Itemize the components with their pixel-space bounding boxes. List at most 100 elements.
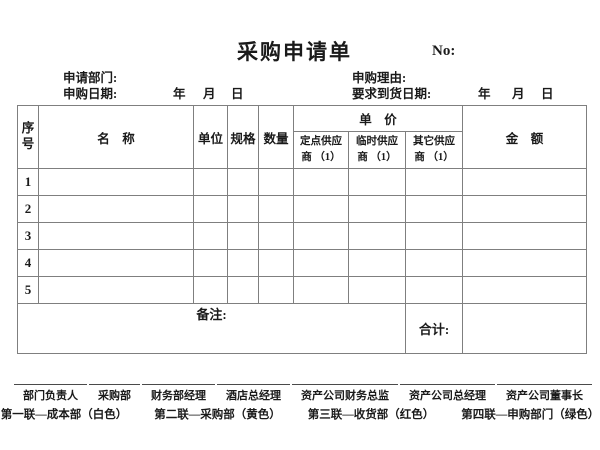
- table-header-row-suppliers: 定点供应 商 （1） 临时供应 商 （1） 其它供应 商 （1）: [18, 131, 587, 169]
- col-header-spec: 规格: [227, 105, 259, 169]
- items-table: 序 号 名 称 单位 规格 数量 单 价 金 额 定点供应 商 （1） 临时供应…: [17, 105, 588, 354]
- cell-unit[interactable]: [193, 168, 228, 196]
- supplier-other-line2: 商 （1）: [414, 152, 454, 163]
- cell-amount[interactable]: [462, 195, 588, 223]
- required-delivery-label: 要求到货日期:: [352, 87, 432, 101]
- col-header-name: 名 称: [38, 105, 194, 169]
- copy-second-yellow: 第二联—采购部（黄色）: [154, 409, 281, 421]
- table-header-row-main: 序 号 名 称 单位 规格 数量 单 价 金 额: [17, 105, 588, 169]
- table-row: 1: [17, 168, 588, 196]
- cell-qty[interactable]: [258, 276, 294, 304]
- cell-qty[interactable]: [258, 249, 294, 277]
- form-number-label: No:: [432, 43, 456, 59]
- signature-finance-manager: 财务部经理: [142, 384, 215, 403]
- col-header-supplier-other: 其它供应 商 （1）: [404, 131, 464, 169]
- cell-unit[interactable]: [193, 249, 228, 277]
- col-header-supplier-temp: 临时供应 商 （1）: [348, 131, 406, 169]
- row-seq: 2: [17, 195, 39, 223]
- cell-name[interactable]: [38, 195, 194, 223]
- cell-name[interactable]: [38, 168, 194, 196]
- purchase-date-day-label: 日: [231, 87, 244, 101]
- delivery-year-label: 年: [478, 87, 491, 101]
- col-header-seq-line1: 序: [21, 121, 35, 136]
- row-seq: 1: [17, 168, 39, 196]
- supplier-temp-line1: 临时供应: [356, 135, 398, 147]
- cell-qty[interactable]: [258, 195, 294, 223]
- cell-price-other[interactable]: [404, 276, 464, 304]
- cell-price-temp[interactable]: [348, 222, 406, 250]
- col-header-amount: 金 额: [462, 105, 588, 169]
- cell-unit[interactable]: [193, 195, 228, 223]
- table-row: 4: [17, 249, 588, 277]
- total-label: 合计:: [404, 303, 464, 354]
- total-value-cell[interactable]: [462, 303, 588, 354]
- copy-distribution-row: 第一联—成本部（白色） 第二联—采购部（黄色） 第三联—收货部（红色） 第四联—…: [0, 406, 600, 422]
- cell-price-temp[interactable]: [348, 168, 406, 196]
- col-header-unit-price: 单 价: [292, 105, 464, 132]
- cell-spec[interactable]: [227, 195, 259, 223]
- cell-name[interactable]: [38, 276, 194, 304]
- supplier-temp-line2: 商 （1）: [357, 152, 397, 163]
- cell-price-fixed[interactable]: [293, 276, 349, 304]
- cell-amount[interactable]: [462, 168, 588, 196]
- row-seq: 4: [17, 249, 39, 277]
- purchase-date-month-label: 月: [203, 87, 216, 101]
- purchase-date-year-label: 年: [173, 87, 186, 101]
- row-seq: 3: [17, 222, 39, 250]
- form-title: 采购申请单: [237, 41, 352, 64]
- signature-hotel-gm: 酒店总经理: [217, 384, 290, 403]
- cell-amount[interactable]: [462, 249, 588, 277]
- supplier-other-line1: 其它供应: [413, 135, 456, 147]
- cell-spec[interactable]: [227, 168, 259, 196]
- cell-name[interactable]: [38, 249, 194, 277]
- cell-unit[interactable]: [193, 222, 228, 250]
- col-header-seq: 序 号: [17, 105, 39, 169]
- signature-asset-chairman: 资产公司董事长: [497, 384, 592, 403]
- cell-price-other[interactable]: [404, 168, 464, 196]
- cell-spec[interactable]: [227, 222, 259, 250]
- cell-amount[interactable]: [462, 276, 588, 304]
- cell-price-temp[interactable]: [348, 195, 406, 223]
- cell-qty[interactable]: [258, 168, 294, 196]
- cell-price-fixed[interactable]: [293, 222, 349, 250]
- table-row: 2: [17, 195, 588, 223]
- cell-spec[interactable]: [227, 249, 259, 277]
- col-header-seq-line2: 号: [21, 137, 35, 151]
- cell-price-fixed[interactable]: [293, 195, 349, 223]
- table-row: 3: [17, 222, 588, 250]
- cell-price-fixed[interactable]: [293, 168, 349, 196]
- apply-dept-label: 申请部门:: [63, 71, 118, 85]
- signature-purchasing-dept: 采购部: [89, 384, 140, 403]
- copy-first-white: 第一联—成本部（白色）: [0, 409, 128, 421]
- copy-third-red: 第三联—收货部（红色）: [307, 409, 435, 421]
- col-header-qty: 数量: [258, 105, 294, 169]
- cell-qty[interactable]: [258, 222, 294, 250]
- signature-asset-finance-director: 资产公司财务总监: [292, 384, 398, 403]
- supplier-fixed-line2: 商 （1）: [301, 152, 341, 163]
- remarks-label[interactable]: 备注:: [17, 303, 406, 354]
- col-header-supplier-fixed: 定点供应 商 （1）: [293, 131, 349, 169]
- purchase-date-label: 申购日期:: [63, 87, 118, 101]
- signature-row: 部门负责人 采购部 财务部经理 酒店总经理 资产公司财务总监 资产公司总经理 资…: [14, 384, 592, 403]
- delivery-day-label: 日: [541, 87, 554, 101]
- cell-name[interactable]: [38, 222, 194, 250]
- cell-price-temp[interactable]: [348, 249, 406, 277]
- table-row: 5: [17, 276, 588, 304]
- cell-price-other[interactable]: [404, 195, 464, 223]
- cell-price-other[interactable]: [404, 222, 464, 250]
- cell-price-temp[interactable]: [348, 276, 406, 304]
- signature-dept-head: 部门负责人: [14, 384, 87, 403]
- row-seq: 5: [17, 276, 39, 304]
- signature-asset-gm: 资产公司总经理: [400, 384, 495, 403]
- col-header-unit: 单位: [193, 105, 228, 169]
- delivery-month-label: 月: [512, 87, 525, 101]
- cell-unit[interactable]: [193, 276, 228, 304]
- cell-price-fixed[interactable]: [293, 249, 349, 277]
- cell-price-other[interactable]: [404, 249, 464, 277]
- supplier-fixed-line1: 定点供应: [300, 135, 342, 147]
- reason-label: 申购理由:: [352, 71, 407, 85]
- remarks-row: 备注: 合计:: [17, 303, 588, 354]
- cell-amount[interactable]: [462, 222, 588, 250]
- cell-spec[interactable]: [227, 276, 259, 304]
